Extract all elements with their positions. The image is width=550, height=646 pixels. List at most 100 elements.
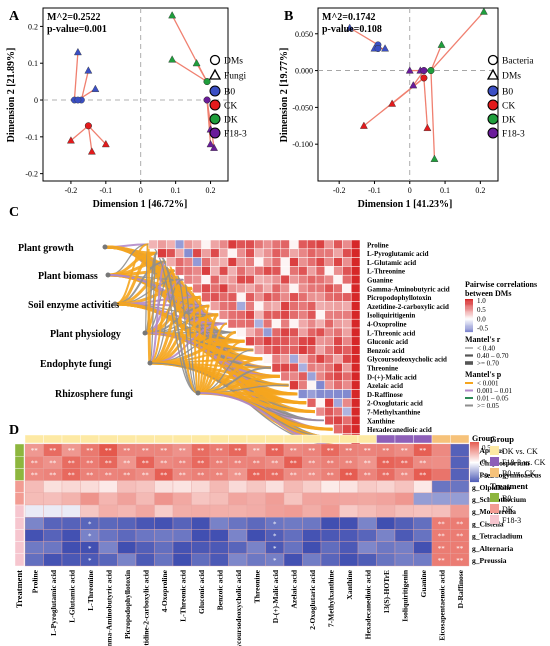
corr-scale-step bbox=[465, 312, 473, 314]
heat-cell bbox=[376, 541, 396, 554]
corr-cell bbox=[315, 292, 326, 302]
corr-cell bbox=[254, 318, 264, 329]
row-label: g_Tetracladium bbox=[472, 532, 523, 541]
row-label: g_Olpidium bbox=[472, 483, 511, 492]
corr-cell bbox=[262, 239, 273, 250]
heat-cell bbox=[228, 504, 248, 518]
corr-cell bbox=[289, 283, 299, 294]
heat-scale-step bbox=[470, 451, 479, 453]
heat-cell bbox=[98, 529, 118, 542]
corr-scale-step bbox=[465, 325, 473, 327]
legend-group-swatch bbox=[490, 468, 499, 477]
fungi-point bbox=[206, 139, 215, 148]
column-label: 13(S)-HOTrE bbox=[382, 570, 391, 614]
treatment-cell bbox=[14, 480, 25, 494]
heat-cell bbox=[450, 468, 470, 481]
column-label: L-Threonic acid bbox=[178, 569, 187, 622]
heat-cell bbox=[61, 492, 81, 506]
heat-scale-step bbox=[470, 464, 479, 466]
significance-mark: ** bbox=[401, 447, 409, 455]
corr-scale-step bbox=[465, 314, 473, 316]
significance-mark: ** bbox=[290, 459, 298, 467]
heat-cell bbox=[376, 504, 396, 518]
panel-a-frame bbox=[42, 7, 229, 182]
dm-point bbox=[374, 45, 382, 52]
heat-cell bbox=[98, 492, 118, 506]
corr-scale-step bbox=[465, 306, 473, 308]
metabolite-label: L-Pyroglutamic acid bbox=[367, 250, 429, 258]
corr-cell bbox=[342, 380, 352, 390]
corr-cell bbox=[289, 310, 299, 320]
significance-mark: ** bbox=[179, 459, 187, 467]
corr-cell bbox=[262, 257, 273, 267]
y-tick-label: -0.2 bbox=[25, 170, 38, 179]
corr-cell bbox=[174, 239, 185, 250]
corr-cell bbox=[342, 292, 352, 302]
significance-mark: * bbox=[88, 520, 92, 528]
group-cell bbox=[191, 434, 211, 444]
column-label: 2-Oxoglutaric acid bbox=[308, 569, 317, 630]
corr-cell bbox=[306, 336, 317, 346]
y-tick-label: 0.050 bbox=[295, 30, 313, 39]
corr-cell bbox=[333, 389, 343, 399]
heat-cell bbox=[61, 541, 81, 554]
heat-cell bbox=[191, 480, 211, 493]
significance-mark: ** bbox=[68, 459, 76, 467]
fungi-point bbox=[359, 121, 368, 129]
treatment-axis-label: Treatment bbox=[14, 570, 24, 608]
x-tick-label: 0.2 bbox=[206, 186, 216, 195]
corr-cell bbox=[333, 239, 343, 250]
corr-cell bbox=[201, 239, 211, 250]
heat-cell bbox=[98, 517, 118, 530]
group-cell bbox=[246, 434, 266, 444]
heat-cell bbox=[209, 529, 229, 542]
heat-scale-step bbox=[470, 474, 479, 476]
factor-label: Soil enzyme activities bbox=[28, 300, 119, 311]
corr-scale-step bbox=[465, 324, 473, 326]
fungi-point bbox=[388, 99, 397, 107]
significance-mark: ** bbox=[271, 472, 279, 480]
procrustes-segment bbox=[206, 99, 212, 145]
corr-cell bbox=[192, 239, 202, 250]
corr-cell bbox=[227, 274, 238, 285]
heat-cell bbox=[154, 541, 174, 554]
corr-cell bbox=[342, 301, 352, 311]
significance-mark: ** bbox=[123, 472, 131, 480]
factor-node bbox=[142, 330, 148, 336]
legend-group-label: CK bbox=[502, 102, 515, 112]
corr-cell bbox=[333, 248, 343, 258]
corr-cell bbox=[333, 336, 343, 346]
corr-cell bbox=[236, 318, 246, 329]
corr-cell bbox=[333, 266, 343, 276]
corr-cell bbox=[289, 345, 299, 355]
corr-cell bbox=[298, 345, 308, 355]
heat-cell bbox=[320, 553, 340, 567]
corr-cell bbox=[289, 301, 299, 311]
heat-cell bbox=[43, 529, 63, 542]
corr-scale-step bbox=[465, 322, 473, 324]
corr-cell bbox=[245, 283, 255, 294]
corr-cell bbox=[280, 257, 290, 267]
corr-scale-step bbox=[465, 303, 473, 305]
metabolite-label: D-(+)-Malic acid bbox=[367, 373, 417, 381]
significance-mark: ** bbox=[142, 447, 150, 455]
corr-cell bbox=[306, 327, 317, 338]
legend-group-swatch bbox=[209, 127, 221, 139]
corr-cell bbox=[280, 266, 290, 276]
corr-scale-step bbox=[465, 329, 473, 331]
corr-cell bbox=[280, 318, 290, 329]
group-strip-label: Group bbox=[472, 434, 495, 443]
column-label: 4-Oxoproline bbox=[160, 569, 169, 612]
heat-cell bbox=[172, 480, 192, 493]
fungi-point bbox=[345, 23, 354, 31]
heat-cell bbox=[283, 553, 303, 567]
significance-mark: ** bbox=[253, 459, 261, 467]
heat-cell bbox=[43, 492, 63, 506]
corr-cell bbox=[315, 398, 326, 408]
heat-cell bbox=[302, 553, 322, 567]
significance-mark: ** bbox=[31, 472, 39, 480]
corr-cell bbox=[298, 327, 308, 338]
corr-scale-step bbox=[465, 316, 473, 318]
fungi-point bbox=[210, 143, 218, 151]
corr-cell bbox=[333, 424, 343, 434]
